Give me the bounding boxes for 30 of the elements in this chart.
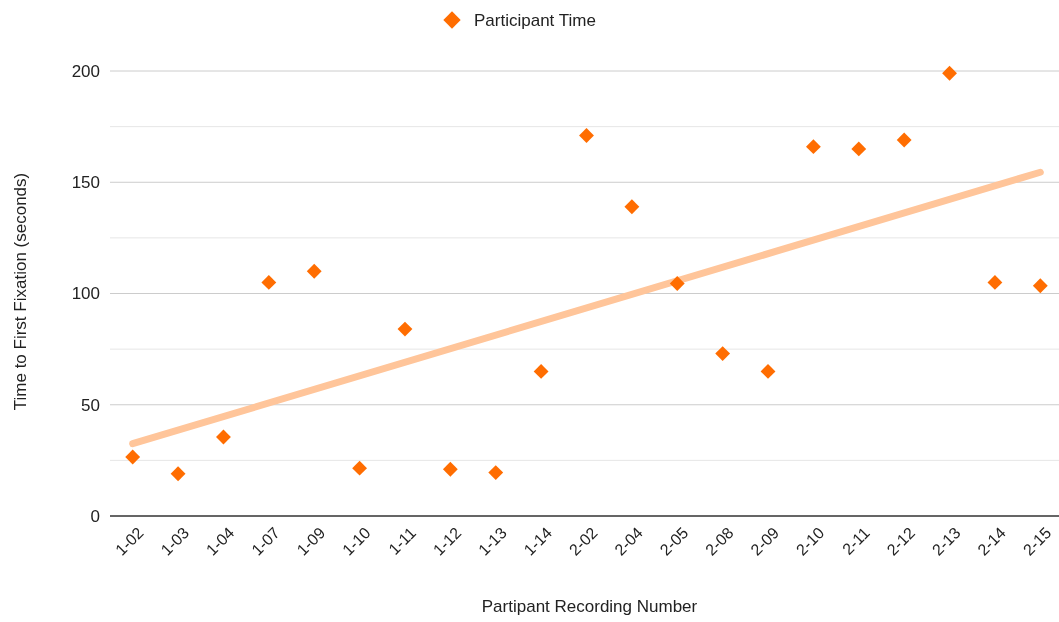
y-axis-title: Time to First Fixation (seconds) xyxy=(11,172,30,411)
point xyxy=(896,132,912,148)
point xyxy=(1032,278,1048,294)
point xyxy=(397,321,413,337)
y-tick-label: 150 xyxy=(71,173,100,193)
point xyxy=(851,141,867,157)
point xyxy=(624,199,640,215)
x-axis-title: Partipant Recording Number xyxy=(481,597,698,616)
point xyxy=(987,274,1003,290)
y-tick-label: 0 xyxy=(90,506,100,526)
x-tick-label: 1-11 xyxy=(385,523,420,558)
point xyxy=(533,363,549,379)
point xyxy=(442,461,458,477)
point xyxy=(669,276,685,291)
point xyxy=(942,65,957,81)
point xyxy=(760,363,776,379)
y-tick-label: 100 xyxy=(71,284,100,304)
point xyxy=(306,263,322,279)
point xyxy=(715,346,731,361)
y-tick-label: 50 xyxy=(81,395,100,415)
point xyxy=(579,128,594,143)
point xyxy=(125,449,141,465)
point xyxy=(488,465,504,481)
legend-label: Participant Time xyxy=(474,10,596,30)
point xyxy=(352,460,368,476)
y-tick-label: 200 xyxy=(71,61,100,81)
point xyxy=(170,466,186,482)
x-tick-label: 2-11 xyxy=(839,523,873,558)
point xyxy=(805,139,821,155)
point xyxy=(261,274,277,290)
